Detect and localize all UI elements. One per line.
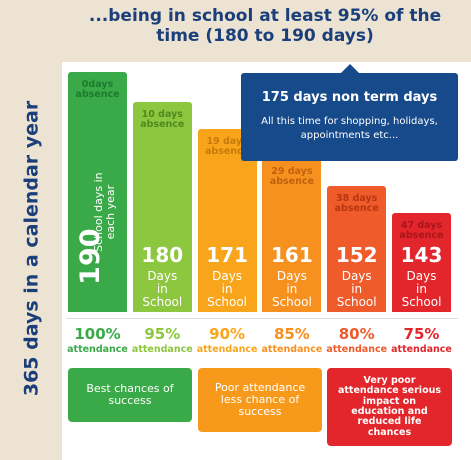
absence-label: 29 days absence <box>269 166 314 188</box>
attendance-text: attendance <box>131 344 193 355</box>
attendance-value: 80% <box>338 325 375 343</box>
attendance-value: 90% <box>209 325 246 343</box>
value-unit: Days in School <box>271 269 312 310</box>
bar <box>68 72 127 312</box>
chart-title: ...being in school at least 95% of the t… <box>88 6 442 47</box>
note-text: Very poor attendance serious impact on e… <box>337 374 442 438</box>
value-label: 161 <box>271 243 313 267</box>
callout-title: 175 days non term days <box>261 90 438 105</box>
divider <box>66 318 458 319</box>
attendance-text: attendance <box>326 344 388 355</box>
note-box: Poor attendance less chance of success <box>198 368 322 432</box>
bar <box>132 102 192 312</box>
note-text: Poor attendance less chance of success <box>214 380 306 419</box>
bar <box>262 159 322 312</box>
attendance-text: attendance <box>391 344 452 355</box>
value-unit: Days in School <box>336 269 377 310</box>
attendance-text: attendance <box>196 344 258 355</box>
bar <box>327 186 387 312</box>
callout-pointer <box>340 64 360 74</box>
attendance-value: 85% <box>273 325 310 343</box>
attendance-text: attendance <box>67 344 128 355</box>
value-label: 171 <box>206 243 248 267</box>
pointer <box>62 200 69 216</box>
y-label: 365 days in a calendar year <box>20 100 43 397</box>
absence-label: 38 days absence <box>334 193 379 215</box>
note-text: Best chances of success <box>86 381 174 407</box>
side-band <box>0 0 62 460</box>
attendance-value: 75% <box>403 325 440 343</box>
value-unit: Days in School <box>401 269 442 310</box>
value-label: 152 <box>335 243 378 267</box>
value-unit: Days in School <box>207 269 248 310</box>
value-unit: School days in each year <box>91 172 117 252</box>
absence-label: 19 days absence <box>205 136 250 158</box>
absence-label: 0days absence <box>75 79 120 101</box>
callout: 175 days non term days All this time for … <box>241 73 458 161</box>
value-label: 143 <box>400 243 443 267</box>
value-unit: Days in School <box>142 269 183 310</box>
absence-label: 10 days absence <box>140 109 185 131</box>
absence-label: 47 days absence <box>399 220 444 242</box>
title-band <box>0 0 471 62</box>
value-label: 180 <box>141 243 184 267</box>
note-box: Very poor attendance serious impact on e… <box>327 368 452 446</box>
callout-text: All this time for shopping, holidays, ap… <box>261 116 438 141</box>
bar <box>392 213 451 312</box>
attendance-value: 95% <box>144 325 181 343</box>
attendance-value: 100% <box>74 325 121 343</box>
note-box: Best chances of success <box>68 368 192 422</box>
attendance-text: attendance <box>261 344 323 355</box>
